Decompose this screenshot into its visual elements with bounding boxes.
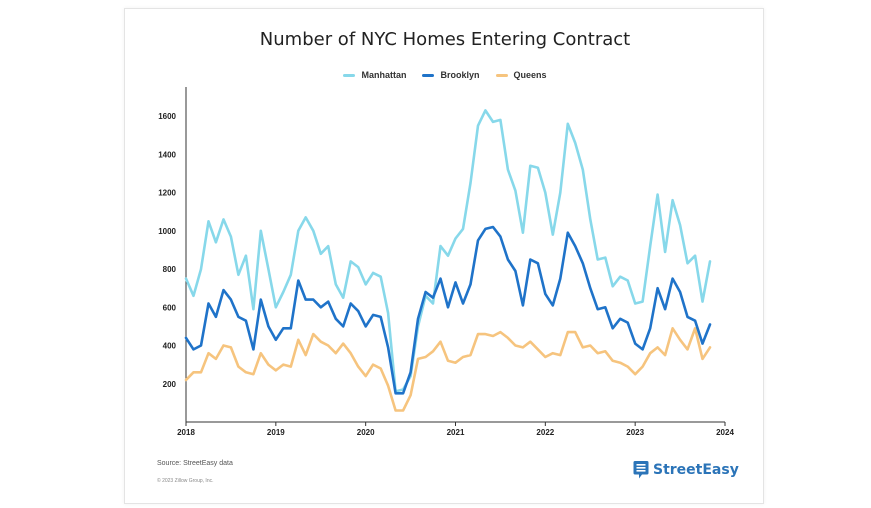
legend-label-queens: Queens (513, 70, 547, 80)
series-line-manhattan (184, 109, 712, 393)
x-tick-label: 2023 (626, 428, 644, 437)
source-note: Source: StreetEasy data (157, 460, 233, 467)
series-line-queens (184, 326, 712, 412)
x-tick-label: 2022 (536, 428, 554, 437)
x-tick-label: 2019 (267, 428, 285, 437)
legend-label-manhattan: Manhattan (361, 70, 407, 80)
y-tick-label: 1200 (158, 189, 176, 198)
y-tick-label: 400 (163, 342, 177, 351)
chart-card: Number of NYC Homes Entering Contract Ma… (124, 8, 764, 504)
legend-swatch-queens (495, 73, 508, 77)
copyright-note: © 2023 Zillow Group, Inc. (157, 478, 214, 484)
legend-swatch-brooklyn (422, 73, 435, 77)
legend: Manhattan Brooklyn Queens (125, 70, 765, 80)
y-tick-label: 1600 (158, 112, 176, 121)
y-tick-label: 1400 (158, 150, 176, 159)
streeteasy-logo: StreetEasy (633, 460, 739, 480)
x-tick-label: 2018 (177, 428, 195, 437)
y-tick-label: 800 (163, 265, 177, 274)
x-tick-label: 2024 (716, 428, 734, 437)
line-chart: 200 400 600 800 1000 1200 1400 1600 2018 2019 2020… (158, 87, 734, 437)
x-tick-label: 2021 (447, 428, 465, 437)
chart-title: Number of NYC Homes Entering Contract (259, 29, 631, 50)
legend-swatch-manhattan (343, 73, 356, 77)
legend-item-brooklyn: Brooklyn (422, 70, 480, 80)
y-tick-label: 1000 (158, 227, 176, 236)
logo-text: StreetEasy (653, 462, 739, 478)
y-tick-label: 200 (163, 380, 177, 389)
x-tick-label: 2020 (357, 428, 375, 437)
legend-item-manhattan: Manhattan (343, 70, 406, 80)
y-tick-label: 600 (163, 303, 177, 312)
legend-item-queens: Queens (495, 70, 547, 80)
legend-label-brooklyn: Brooklyn (440, 70, 480, 80)
streeteasy-pin-icon (633, 461, 649, 479)
series-line-brooklyn (184, 225, 712, 395)
